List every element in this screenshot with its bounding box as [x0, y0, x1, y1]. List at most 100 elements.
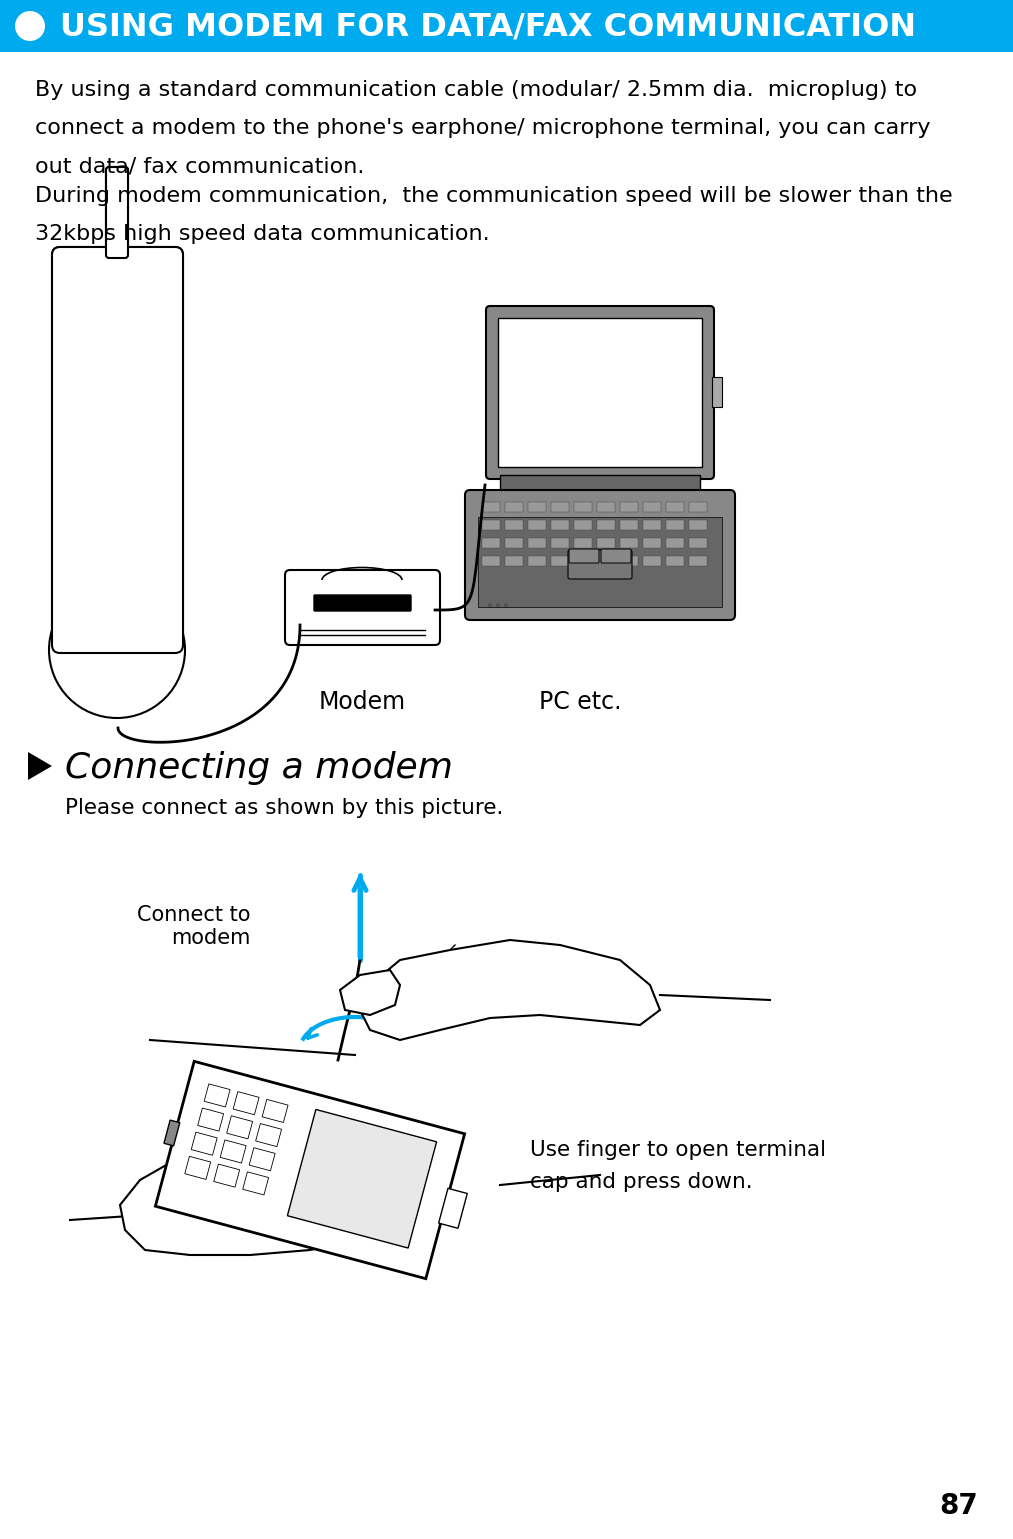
- FancyBboxPatch shape: [68, 514, 100, 539]
- Circle shape: [504, 603, 508, 606]
- FancyBboxPatch shape: [101, 449, 133, 474]
- Polygon shape: [155, 1062, 465, 1279]
- FancyBboxPatch shape: [68, 419, 100, 442]
- FancyBboxPatch shape: [101, 514, 133, 539]
- Polygon shape: [220, 1140, 246, 1163]
- FancyBboxPatch shape: [68, 482, 100, 506]
- Polygon shape: [233, 1091, 259, 1114]
- FancyBboxPatch shape: [465, 489, 735, 620]
- Polygon shape: [255, 1123, 282, 1147]
- Bar: [712, 377, 722, 406]
- Bar: [551, 502, 569, 512]
- Circle shape: [99, 372, 135, 408]
- Bar: [528, 539, 546, 548]
- FancyBboxPatch shape: [78, 599, 116, 617]
- Bar: [505, 556, 523, 566]
- FancyBboxPatch shape: [568, 549, 632, 579]
- FancyBboxPatch shape: [101, 419, 133, 442]
- Bar: [574, 556, 592, 566]
- Bar: [478, 517, 722, 606]
- Circle shape: [488, 603, 492, 606]
- Text: During modem communication,  the communication speed will be slower than the: During modem communication, the communic…: [35, 186, 952, 206]
- FancyBboxPatch shape: [70, 283, 165, 342]
- Bar: [505, 502, 523, 512]
- FancyBboxPatch shape: [601, 549, 631, 563]
- Bar: [528, 520, 546, 529]
- Polygon shape: [340, 970, 400, 1016]
- Bar: [551, 520, 569, 529]
- Text: By using a standard communication cable (modular/ 2.5mm dia.  microplug) to: By using a standard communication cable …: [35, 80, 917, 100]
- Bar: [643, 520, 661, 529]
- Text: 87: 87: [939, 1491, 978, 1521]
- Bar: [498, 319, 702, 466]
- Bar: [643, 539, 661, 548]
- Circle shape: [488, 603, 492, 606]
- FancyBboxPatch shape: [52, 246, 183, 653]
- Text: 32kbps high speed data communication.: 32kbps high speed data communication.: [35, 225, 489, 245]
- FancyBboxPatch shape: [52, 246, 183, 653]
- Circle shape: [109, 382, 125, 399]
- Polygon shape: [214, 1163, 240, 1187]
- Bar: [689, 556, 707, 566]
- Text: Please connect as shown by this picture.: Please connect as shown by this picture.: [65, 799, 503, 819]
- Bar: [482, 520, 500, 529]
- FancyBboxPatch shape: [133, 599, 172, 617]
- Bar: [620, 556, 638, 566]
- Bar: [620, 520, 638, 529]
- Bar: [666, 556, 684, 566]
- FancyBboxPatch shape: [134, 514, 166, 539]
- Bar: [597, 502, 615, 512]
- Polygon shape: [120, 1154, 400, 1254]
- Bar: [666, 502, 684, 512]
- FancyBboxPatch shape: [285, 569, 440, 645]
- Bar: [597, 520, 615, 529]
- Polygon shape: [191, 1133, 217, 1156]
- Bar: [85, 269, 150, 277]
- Bar: [574, 520, 592, 529]
- Text: out data/ fax communication.: out data/ fax communication.: [35, 155, 365, 175]
- Text: Connect to
modem: Connect to modem: [137, 905, 250, 948]
- Circle shape: [496, 603, 500, 606]
- Text: cap and press down.: cap and press down.: [530, 1173, 753, 1193]
- Bar: [689, 539, 707, 548]
- Bar: [574, 502, 592, 512]
- Bar: [505, 539, 523, 548]
- Circle shape: [15, 11, 45, 42]
- Circle shape: [496, 603, 500, 606]
- FancyBboxPatch shape: [569, 549, 599, 563]
- Text: Modem: Modem: [318, 689, 405, 714]
- Bar: [643, 556, 661, 566]
- Polygon shape: [243, 1171, 268, 1194]
- Polygon shape: [360, 940, 660, 1040]
- FancyBboxPatch shape: [314, 596, 411, 611]
- Bar: [76, 289, 159, 336]
- Polygon shape: [184, 1156, 211, 1179]
- Text: PC etc.: PC etc.: [539, 689, 621, 714]
- Bar: [689, 520, 707, 529]
- Text: Connecting a modem: Connecting a modem: [65, 751, 453, 785]
- Polygon shape: [164, 1120, 180, 1147]
- Bar: [528, 502, 546, 512]
- Bar: [528, 556, 546, 566]
- Bar: [500, 476, 700, 496]
- FancyBboxPatch shape: [134, 482, 166, 506]
- Polygon shape: [439, 1188, 467, 1228]
- Bar: [551, 556, 569, 566]
- Bar: [643, 502, 661, 512]
- Circle shape: [496, 603, 500, 606]
- Bar: [505, 520, 523, 529]
- Polygon shape: [205, 1083, 230, 1107]
- Bar: [666, 520, 684, 529]
- Bar: [482, 539, 500, 548]
- Polygon shape: [249, 1148, 276, 1171]
- Circle shape: [504, 603, 508, 606]
- Bar: [482, 556, 500, 566]
- Polygon shape: [262, 1099, 288, 1122]
- FancyBboxPatch shape: [106, 168, 128, 259]
- Polygon shape: [227, 1116, 252, 1139]
- Bar: [597, 556, 615, 566]
- Bar: [574, 539, 592, 548]
- Polygon shape: [28, 753, 52, 780]
- Bar: [55, 556, 63, 576]
- FancyBboxPatch shape: [106, 168, 128, 259]
